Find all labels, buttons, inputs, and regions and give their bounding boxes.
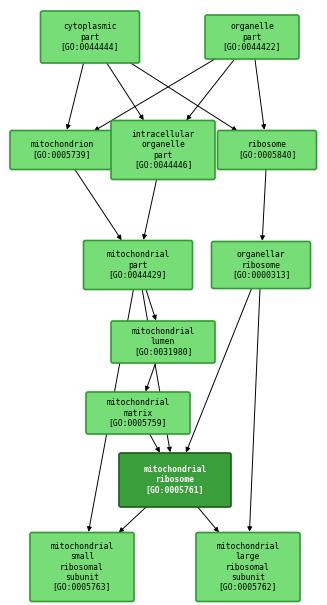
Text: mitochondrial
part
[GO:0044429]: mitochondrial part [GO:0044429]: [106, 250, 170, 280]
Text: organellar
ribosome
[GO:0000313]: organellar ribosome [GO:0000313]: [232, 250, 290, 280]
FancyBboxPatch shape: [111, 321, 215, 363]
FancyBboxPatch shape: [111, 120, 215, 180]
FancyBboxPatch shape: [30, 532, 134, 601]
FancyBboxPatch shape: [119, 453, 231, 507]
Text: mitochondrial
ribosome
[GO:0005761]: mitochondrial ribosome [GO:0005761]: [143, 465, 207, 494]
FancyBboxPatch shape: [10, 131, 114, 169]
FancyBboxPatch shape: [196, 532, 300, 601]
Text: mitochondrial
large
ribosomal
subunit
[GO:0005762]: mitochondrial large ribosomal subunit [G…: [216, 543, 280, 592]
Text: mitochondrial
matrix
[GO:0005759]: mitochondrial matrix [GO:0005759]: [106, 399, 170, 428]
Text: mitochondrial
lumen
[GO:0031980]: mitochondrial lumen [GO:0031980]: [131, 327, 195, 356]
Text: ribosome
[GO:0005840]: ribosome [GO:0005840]: [238, 140, 296, 160]
FancyBboxPatch shape: [83, 241, 193, 290]
Text: organelle
part
[GO:0044422]: organelle part [GO:0044422]: [223, 22, 281, 51]
Text: intracellular
organelle
part
[GO:0044446]: intracellular organelle part [GO:0044446…: [131, 131, 195, 169]
Text: cytoplasmic
part
[GO:0044444]: cytoplasmic part [GO:0044444]: [61, 22, 119, 51]
FancyBboxPatch shape: [212, 241, 311, 289]
Text: mitochondrion
[GO:0005739]: mitochondrion [GO:0005739]: [30, 140, 94, 160]
FancyBboxPatch shape: [41, 11, 140, 63]
FancyBboxPatch shape: [217, 131, 317, 169]
FancyBboxPatch shape: [86, 392, 190, 434]
Text: mitochondrial
small
ribosomal
subunit
[GO:0005763]: mitochondrial small ribosomal subunit [G…: [50, 543, 114, 592]
FancyBboxPatch shape: [205, 15, 299, 59]
